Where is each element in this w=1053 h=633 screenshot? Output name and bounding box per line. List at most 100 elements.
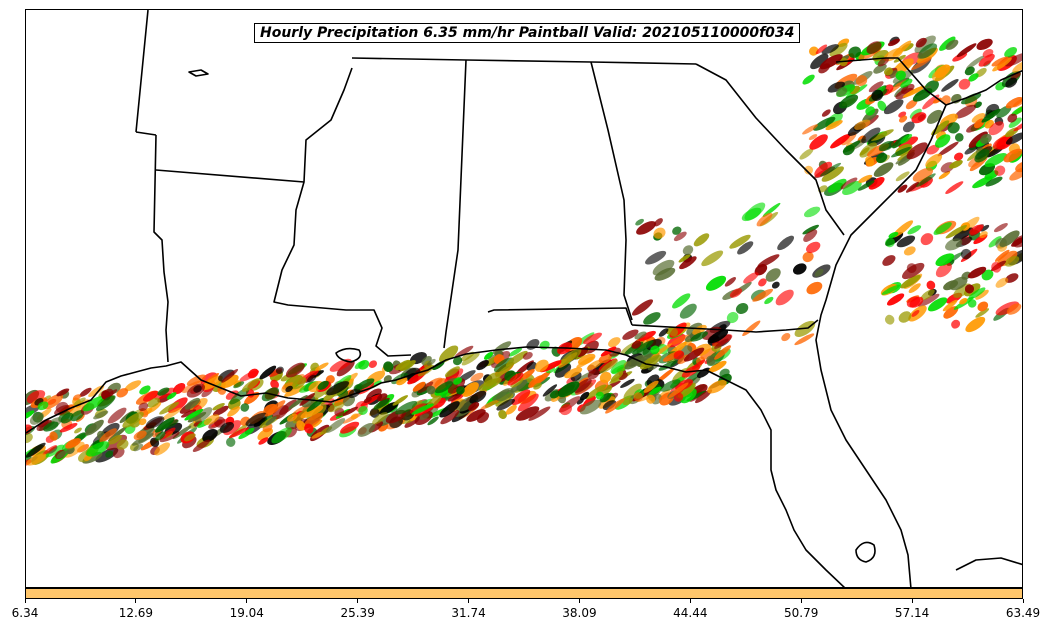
paintball-blob: [595, 391, 604, 400]
paintball-blob: [900, 133, 913, 144]
paintball-blob: [909, 296, 924, 308]
paintball-blob: [29, 412, 44, 425]
paintball-blob: [356, 378, 375, 390]
paintball-blob: [978, 53, 995, 67]
paintball-blob: [908, 283, 921, 293]
paintball-blob: [905, 99, 918, 110]
paintball-blob: [902, 85, 925, 98]
paintball-blob: [608, 337, 621, 348]
paintball-blob: [925, 153, 943, 168]
paintball-blob: [838, 94, 859, 109]
paintball-blob: [363, 397, 372, 403]
paintball-blob: [554, 363, 572, 378]
paintball-blob: [426, 385, 436, 395]
paintball-blob: [599, 392, 612, 403]
paintball-blob: [714, 338, 729, 349]
paintball-blob: [1012, 98, 1022, 108]
colorbar: [25, 588, 1023, 599]
paintball-blob: [233, 381, 245, 389]
paintball-blob: [977, 301, 989, 312]
paintball-blob: [79, 387, 92, 397]
border-ar-la: [155, 169, 305, 183]
paintball-blob: [411, 403, 434, 415]
paintball-blob: [866, 41, 882, 54]
paintball-blob: [741, 207, 762, 222]
paintball-blob: [154, 442, 171, 456]
paintball-blob: [967, 299, 977, 308]
paintball-blob: [917, 49, 931, 59]
paintball-blob: [896, 235, 916, 248]
paintball-blob: [638, 330, 656, 342]
paintball-blob: [93, 410, 109, 420]
paintball-blob: [636, 221, 657, 235]
colorbar-tick: [689, 599, 691, 603]
paintball-blob: [314, 362, 329, 371]
paintball-blob: [265, 400, 286, 417]
paintball-blob: [976, 38, 993, 51]
paintball-blob: [967, 266, 987, 279]
paintball-blob: [876, 152, 888, 164]
paintball-blob: [1008, 117, 1022, 128]
paintball-blob: [942, 299, 958, 312]
paintball-blob: [107, 407, 127, 424]
paintball-blob: [859, 147, 870, 156]
paintball-blob: [794, 333, 815, 346]
paintball-blob: [203, 414, 220, 426]
border-ms-west: [135, 10, 149, 133]
paintball-blob: [56, 388, 70, 397]
paintball-blob: [926, 144, 940, 155]
paintball-blob: [327, 401, 345, 413]
paintball-blob: [354, 360, 366, 369]
paintball-blob: [326, 381, 350, 396]
paintball-blob: [643, 312, 661, 325]
paintball-blob: [969, 224, 984, 235]
paintball-blob: [975, 289, 989, 300]
paintball-blob: [895, 87, 914, 100]
paintball-blob: [941, 95, 951, 105]
paintball-blob: [586, 359, 603, 371]
paintball-blob: [496, 398, 516, 411]
paintball-blob: [670, 334, 691, 345]
paintball-blob: [533, 382, 542, 390]
paintball-blob: [810, 53, 829, 70]
paintball-blob: [873, 162, 894, 177]
paintball-blob: [992, 57, 1012, 72]
paintball-blob: [202, 428, 218, 442]
paintball-blob: [994, 165, 1006, 176]
paintball-blob: [887, 38, 901, 47]
paintball-blob: [124, 380, 142, 392]
paintball-blob: [317, 380, 329, 390]
paintball-blob: [653, 227, 666, 239]
paintball-blob: [895, 171, 910, 182]
paintball-blob: [814, 268, 824, 277]
paintball-blob: [848, 46, 861, 58]
paintball-blob: [480, 399, 500, 410]
paintball-blob: [329, 358, 352, 372]
paintball-blob: [528, 375, 544, 388]
paintball-blob: [336, 360, 355, 377]
paintball-blob: [968, 287, 986, 300]
paintball-blob: [870, 129, 894, 141]
paintball-blob: [802, 124, 818, 135]
colorbar-tick: [357, 599, 359, 603]
paintball-blob: [70, 410, 85, 422]
border-ms-al: [443, 59, 467, 349]
paintball-blob: [897, 184, 908, 193]
paintball-blob: [679, 256, 697, 270]
paintball-blob: [631, 340, 642, 349]
paintball-blob: [964, 145, 978, 155]
paintball-blob: [369, 407, 380, 418]
paintball-blob: [806, 281, 823, 295]
paintball-blob: [632, 340, 654, 355]
paintball-blob: [868, 176, 885, 190]
paintball-blob: [654, 267, 676, 281]
paintball-blob: [259, 365, 277, 380]
paintball-blob: [186, 374, 206, 386]
paintball-blob: [498, 409, 507, 420]
paintball-blob: [672, 226, 682, 235]
paintball-blob: [444, 366, 460, 378]
paintball-blob: [729, 234, 751, 249]
paintball-blob: [560, 348, 582, 365]
paintball-blob: [212, 405, 229, 416]
paintball-blob: [737, 241, 754, 255]
